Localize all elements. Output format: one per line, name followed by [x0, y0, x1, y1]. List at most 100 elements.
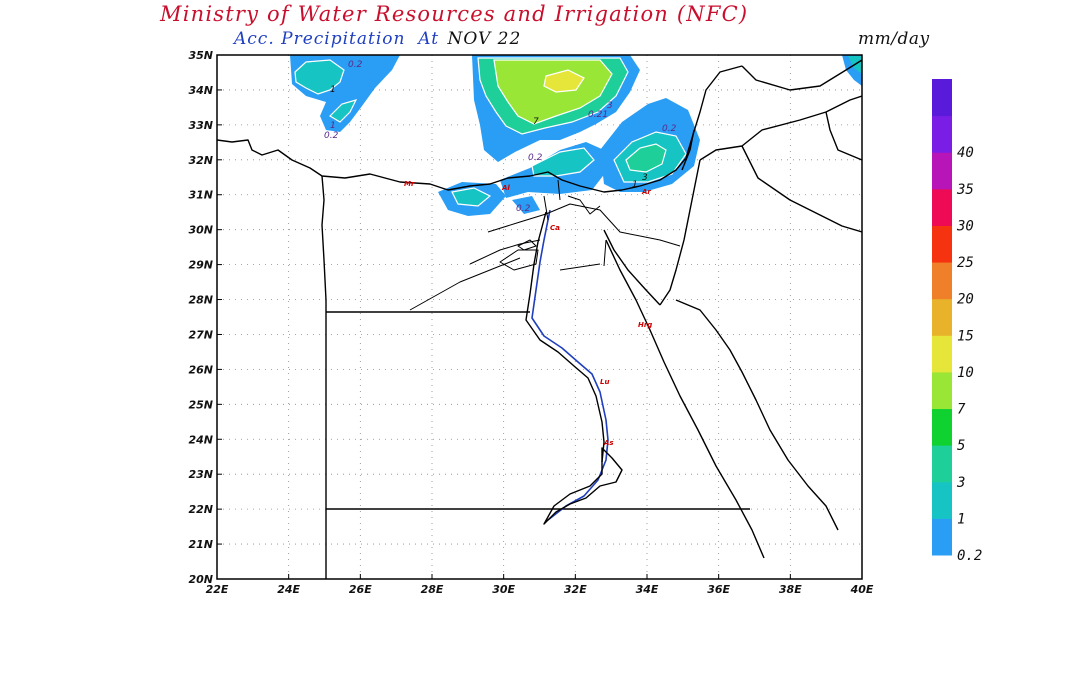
precip-area-nw-core2	[329, 99, 358, 123]
precip-area-delta-core	[531, 147, 595, 177]
lon-tick-label: 24E	[277, 583, 300, 596]
product-name: Acc. Precipitation	[234, 29, 406, 49]
colorbar-label: 3	[956, 475, 965, 491]
map-title: Ministry of Water Resources and Irrigati…	[160, 2, 749, 26]
at-label: At	[418, 29, 440, 49]
red-sea-coast-west	[605, 239, 765, 559]
colorbar-label: 7	[957, 402, 966, 418]
colorbar-swatch	[932, 298, 952, 336]
lat-tick-label: 23N	[188, 468, 213, 481]
contour-label: 0.2	[516, 204, 531, 214]
lat-tick-label: 35N	[188, 49, 213, 62]
syria-border	[741, 59, 862, 91]
city-label: Ar	[641, 188, 651, 196]
nile-bank-west	[525, 211, 605, 463]
lat-tick-label: 28N	[188, 294, 213, 307]
lake-nasser	[543, 447, 623, 525]
city-label: Ca	[550, 224, 560, 232]
colorbar-swatch	[932, 445, 952, 483]
colorbar-swatch	[932, 518, 952, 556]
colorbar-label: 40	[957, 145, 974, 161]
colorbar-swatch	[932, 408, 952, 446]
jordan-border	[699, 95, 862, 161]
gulf-of-suez	[603, 229, 661, 306]
nile-river	[531, 209, 609, 521]
contour-label: 0.2	[324, 131, 339, 141]
lon-tick-label: 34E	[636, 583, 659, 596]
lon-tick-label: 38E	[779, 583, 802, 596]
gulf-of-aqaba	[659, 159, 701, 306]
longitude-labels: 22E 24E 26E 28E 30E 32E 34E 36E 38E 40E	[206, 574, 874, 596]
city-label: Hrg	[638, 321, 652, 329]
contour-label: 0.2	[528, 153, 543, 163]
contour-label: 0.2	[662, 124, 677, 134]
colorbar-label: 20	[957, 292, 974, 308]
city-label: Lu	[600, 378, 609, 386]
lat-tick-label: 24N	[188, 433, 213, 446]
units-label: mm/day	[858, 29, 930, 49]
precip-area-nw-core	[294, 59, 345, 95]
lon-tick-label: 26E	[349, 583, 372, 596]
contour-label: 1	[632, 180, 638, 190]
map-frame	[216, 54, 863, 580]
colorbar-swatch	[932, 371, 952, 410]
contour-label: 7	[533, 117, 539, 127]
precip-area-n-7	[493, 59, 613, 125]
precip-area-n-10	[543, 69, 585, 93]
lon-tick-label: 32E	[564, 583, 587, 596]
forecast-date: NOV 22	[447, 29, 522, 49]
lat-tick-label: 20N	[188, 573, 213, 586]
colorbar-swatch	[932, 481, 952, 519]
colorbar-swatch	[932, 115, 952, 153]
contour-labels: 0.2 1 1 0.2 7 3 0.21 0.2 0.2 1 3 0.2	[324, 60, 677, 214]
city-label: Al	[501, 184, 510, 192]
lon-tick-label: 22E	[206, 583, 229, 596]
lon-tick-label: 28E	[421, 583, 444, 596]
colorbar-label: 25	[957, 255, 974, 271]
colorbar-swatch	[932, 152, 952, 190]
lat-tick-label: 26N	[188, 363, 213, 376]
precip-area-coast-west-core	[451, 187, 492, 207]
lat-tick-label: 34N	[188, 84, 213, 97]
lat-tick-label: 25N	[188, 398, 213, 411]
country-borders	[217, 59, 862, 579]
latitude-labels: 20N 21N 22N 23N 24N 25N 26N 27N 28N 29N 30N 31N 32N 3…	[188, 49, 222, 586]
colorbar-label: 10	[957, 365, 974, 381]
colorbar-swatch	[932, 335, 952, 373]
lon-tick-label: 40E	[850, 583, 874, 596]
colorbar-swatch	[932, 79, 952, 117]
lat-tick-label: 29N	[188, 259, 213, 272]
libya-egypt-border	[321, 175, 327, 579]
colorbar-label: 30	[956, 218, 974, 234]
colorbar-label: 1	[957, 511, 965, 527]
lat-tick-label: 21N	[188, 538, 213, 551]
contour-label: 0.2	[348, 60, 363, 70]
contour-label: 3	[607, 101, 613, 111]
contour-label: 0.21	[588, 110, 608, 120]
colorbar-label: 35	[956, 182, 974, 198]
lon-tick-label: 30E	[492, 583, 515, 596]
qattara-depression	[499, 249, 539, 271]
precip-area-sinai-3	[625, 143, 667, 173]
mediterranean-coastline	[217, 65, 743, 193]
contour-label: 1	[330, 85, 336, 95]
sinai-israel-border	[681, 129, 695, 171]
colorbar-label: 15	[957, 328, 974, 344]
colorbar-label: 5	[957, 438, 965, 454]
saudi-border	[741, 145, 862, 233]
colorbar-swatch	[932, 262, 952, 300]
colorbar-swatch	[932, 225, 952, 263]
map-subtitle: Acc. Precipitation At NOV 22	[234, 29, 521, 49]
colorbar-label: 0.2	[957, 548, 982, 564]
lat-tick-label: 30N	[188, 224, 213, 237]
city-label: Mr	[404, 180, 415, 188]
lat-tick-label: 22N	[188, 503, 213, 516]
city-label: As	[603, 439, 614, 447]
depression-lake	[517, 239, 537, 251]
lat-tick-label: 32N	[188, 154, 213, 167]
red-sea-coast-east	[675, 299, 839, 531]
city-labels: Mr Al Ca Hrg Lu As Ar	[404, 180, 652, 447]
colorbar-swatch	[932, 188, 952, 226]
